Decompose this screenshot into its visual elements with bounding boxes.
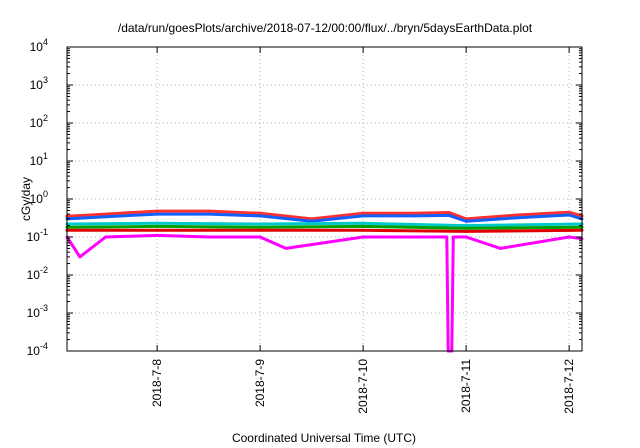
data-point	[310, 219, 314, 223]
data-point	[361, 228, 365, 232]
data-point	[284, 246, 288, 250]
data-point	[413, 214, 417, 218]
y-tick-exponent: 2	[43, 113, 48, 123]
chart-title: /data/run/goesPlots/archive/2018-07-12/0…	[118, 21, 533, 35]
data-point	[258, 214, 262, 218]
data-point	[516, 216, 520, 220]
data-point	[361, 214, 365, 218]
data-point	[155, 212, 159, 216]
data-point	[447, 213, 451, 217]
data-point	[207, 235, 211, 239]
data-point	[447, 211, 451, 214]
data-point	[104, 215, 108, 219]
series-line	[66, 221, 583, 228]
data-point	[78, 255, 82, 259]
data-point	[155, 233, 159, 237]
y-tick-exponent: -1	[40, 227, 48, 237]
data-point	[155, 224, 159, 228]
y-tick-label: 102	[30, 113, 48, 130]
data-point	[104, 235, 108, 239]
x-axis: 2018-7-8 2018-7-9 2018-7-10 2018-7-11 2018-7…	[150, 47, 576, 414]
series-line	[65, 233, 583, 353]
data-point	[413, 235, 417, 239]
data-point	[464, 226, 468, 230]
x-tick-label: 2018-7-11	[459, 359, 473, 413]
y-tick-label: 10-1	[27, 227, 48, 244]
y-tick-label: 10-3	[27, 303, 48, 320]
y-tick-label: 103	[30, 75, 48, 92]
data-point	[361, 211, 365, 215]
y-tick-exponent: -4	[40, 341, 48, 351]
data-point	[567, 235, 571, 239]
data-point	[567, 213, 571, 217]
data-point	[258, 235, 262, 239]
data-point	[155, 221, 159, 225]
y-tick-label: 101	[30, 151, 48, 168]
grid	[67, 47, 582, 351]
data-point	[361, 224, 365, 228]
data-point	[207, 212, 211, 216]
x-tick-label: 2018-7-9	[253, 359, 267, 407]
x-axis-label: Coordinated Universal Time (UTC)	[232, 431, 416, 445]
data-point	[155, 209, 159, 213]
data-point	[258, 228, 262, 232]
y-tick-exponent: 0	[43, 189, 48, 199]
data-point	[258, 222, 262, 226]
data-point	[451, 235, 455, 239]
y-tick-exponent: 3	[43, 75, 48, 85]
series-line	[67, 228, 583, 233]
y-tick-label: 104	[30, 37, 48, 54]
data-point	[445, 235, 449, 239]
series-layer	[65, 209, 584, 353]
x-tick-label: 2018-7-8	[150, 359, 164, 407]
data-point	[464, 235, 468, 239]
y-tick-exponent: -3	[40, 303, 48, 313]
data-point	[413, 211, 417, 215]
data-point	[516, 213, 520, 217]
series-line	[66, 224, 583, 230]
data-point	[464, 224, 468, 228]
y-tick-exponent: -2	[40, 265, 48, 275]
y-tick-exponent: 4	[43, 37, 48, 47]
y-tick-label: 10-2	[27, 265, 48, 282]
y-axis-label: cGy/day	[19, 177, 33, 221]
x-tick-label: 2018-7-10	[356, 359, 370, 414]
data-point	[155, 228, 159, 232]
data-point	[464, 229, 468, 233]
data-point	[361, 235, 365, 239]
x-tick-label: 2018-7-12	[562, 359, 576, 414]
plot-frame	[66, 46, 583, 352]
data-point	[258, 225, 262, 229]
data-point	[499, 246, 502, 250]
data-point	[104, 212, 108, 216]
data-point	[258, 211, 262, 215]
y-tick-label: 10-4	[27, 341, 48, 358]
data-point	[464, 219, 468, 223]
y-tick-exponent: 1	[43, 151, 48, 161]
data-point	[361, 221, 365, 225]
data-point	[207, 209, 211, 213]
data-point	[567, 210, 571, 214]
